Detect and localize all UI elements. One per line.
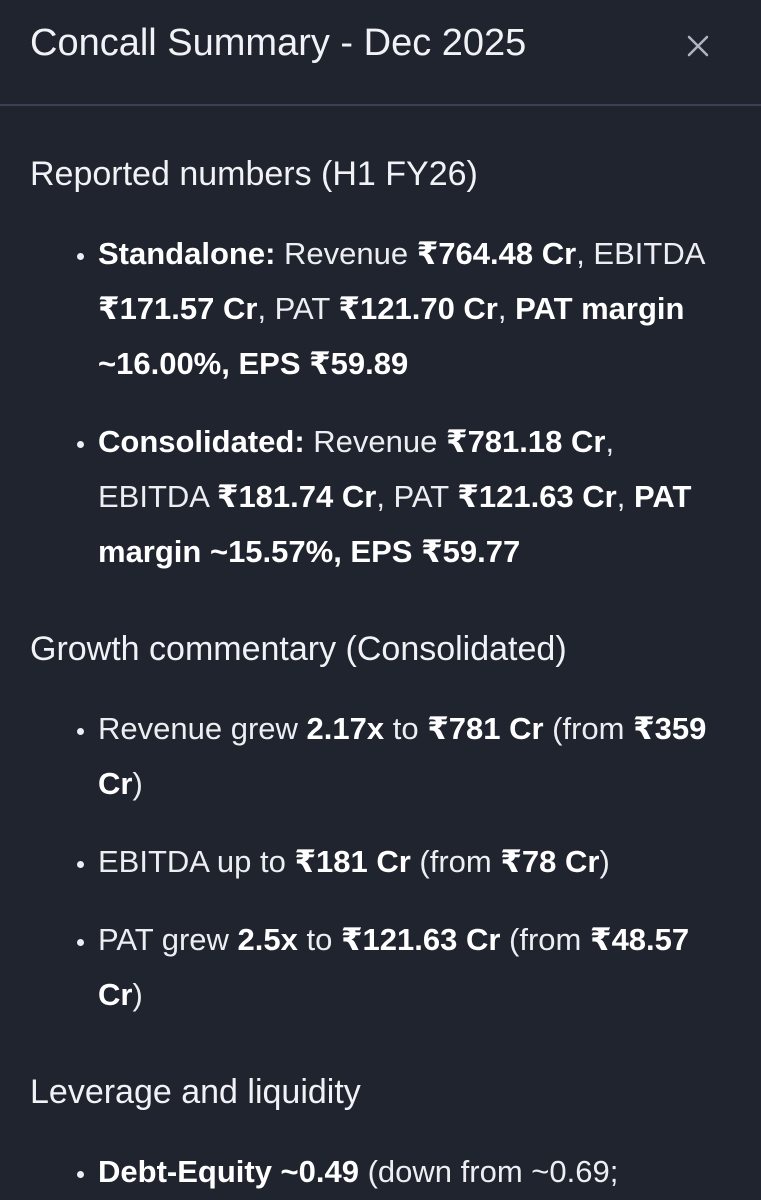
bold-text: ₹181.74 Cr: [216, 479, 377, 514]
text: (down from ~0.69;: [359, 1154, 619, 1189]
bold-text: Consolidated:: [98, 424, 305, 459]
bold-text: ₹781 Cr: [427, 711, 544, 746]
panel-body: Reported numbers (H1 FY26) Standalone: Re…: [0, 152, 761, 1199]
text: Revenue grew: [98, 711, 307, 746]
text: , EBITDA: [576, 236, 704, 271]
bold-text: PAT margin ~15.57%, EPS ₹59.77: [98, 479, 692, 569]
bullet-list: Standalone: Revenue ₹764.48 Cr, EBITDA ₹…: [30, 226, 724, 579]
text: ,: [497, 291, 516, 326]
text: PAT grew: [98, 922, 238, 957]
bold-text: PAT margin ~16.00%, EPS ₹59.89: [98, 291, 685, 381]
text: ): [599, 844, 610, 879]
bold-text: ₹121.63 Cr: [457, 479, 617, 514]
panel-title: Concall Summary - Dec 2025: [30, 22, 527, 64]
bold-text: ₹78 Cr: [500, 844, 600, 879]
text: , PAT: [257, 291, 339, 326]
bullet-item: Standalone: Revenue ₹764.48 Cr, EBITDA ₹…: [98, 226, 724, 391]
bold-text: Debt-Equity ~0.49: [98, 1154, 359, 1189]
text: , EBITDA: [98, 424, 615, 514]
bold-text: ₹359 Cr: [98, 711, 707, 801]
text: to: [384, 711, 428, 746]
bold-text: ₹764.48 Cr: [416, 236, 577, 271]
bullet-item: Consolidated: Revenue ₹781.18 Cr, EBITDA…: [98, 414, 724, 579]
panel-header: Concall Summary - Dec 2025: [0, 0, 761, 106]
text: ): [132, 977, 143, 1012]
text: ): [132, 766, 143, 801]
bold-text: ₹48.57 Cr: [98, 922, 690, 1012]
bold-text: Standalone:: [98, 236, 276, 271]
bold-text: ₹121.63 Cr: [340, 922, 501, 957]
text: (from: [500, 922, 590, 957]
bullet-item: PAT grew 2.5x to ₹121.63 Cr (from ₹48.57…: [98, 912, 724, 1022]
bullet-list: Debt-Equity ~0.49 (down from ~0.69;: [30, 1144, 724, 1199]
bold-text: ₹781.18 Cr: [446, 424, 606, 459]
text: EBITDA up to: [98, 844, 295, 879]
close-button[interactable]: [684, 32, 712, 60]
bold-text: 2.17x: [306, 711, 385, 746]
bold-text: ₹121.70 Cr: [338, 291, 498, 326]
bullet-list: Revenue grew 2.17x to ₹781 Cr (from ₹359…: [30, 701, 724, 1022]
section-heading: Leverage and liquidity: [30, 1073, 361, 1111]
section-heading: Growth commentary (Consolidated): [30, 630, 567, 668]
bold-text: ₹171.57 Cr: [98, 291, 258, 326]
text: (from: [410, 844, 501, 879]
bullet-item: EBITDA up to ₹181 Cr (from ₹78 Cr): [98, 834, 724, 889]
section-heading: Reported numbers (H1 FY26): [30, 155, 478, 193]
text: to: [297, 922, 341, 957]
text: , PAT: [376, 479, 458, 514]
text: Revenue: [275, 236, 417, 271]
text: ,: [616, 479, 634, 514]
bullet-item: Revenue grew 2.17x to ₹781 Cr (from ₹359…: [98, 701, 724, 811]
text: Revenue: [304, 424, 446, 459]
bold-text: ₹181 Cr: [294, 844, 411, 879]
bold-text: 2.5x: [237, 922, 298, 957]
bullet-item: Debt-Equity ~0.49 (down from ~0.69;: [98, 1144, 724, 1199]
text: (from: [543, 711, 634, 746]
